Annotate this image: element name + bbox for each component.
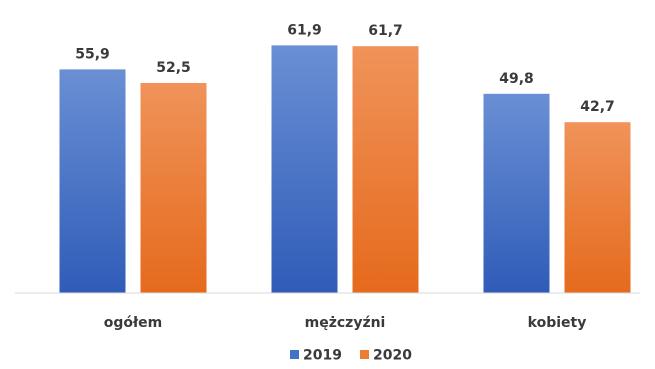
bar-2019-2: [483, 93, 550, 293]
value-label-2019-2: 49,8: [499, 71, 534, 87]
category-label-0: ogółem: [104, 315, 163, 331]
legend-label-2020: 2020: [373, 348, 412, 364]
legend-swatch-2019: [290, 350, 299, 359]
bar-2020-0: [140, 83, 207, 293]
value-labels-group: 55,9 52,5 61,9 61,7 49,8 42,7: [75, 22, 615, 115]
category-labels-group: ogółem mężczyźni kobiety: [104, 315, 587, 331]
bar-2019-0: [59, 69, 126, 294]
bars-group: [59, 45, 631, 294]
legend-swatch-2020: [360, 350, 369, 359]
value-label-2020-2: 42,7: [580, 99, 615, 115]
value-label-2019-1: 61,9: [287, 22, 322, 38]
legend-label-2019: 2019: [303, 348, 342, 364]
value-label-2020-1: 61,7: [368, 23, 403, 39]
bar-2020-1: [352, 46, 419, 294]
category-label-1: mężczyźni: [305, 315, 386, 331]
bar-2020-2: [564, 122, 631, 293]
bar-2019-1: [271, 45, 338, 294]
value-label-2020-0: 52,5: [156, 60, 191, 76]
value-label-2019-0: 55,9: [75, 46, 110, 62]
category-label-2: kobiety: [528, 315, 587, 331]
legend: 2019 2020: [290, 348, 412, 364]
